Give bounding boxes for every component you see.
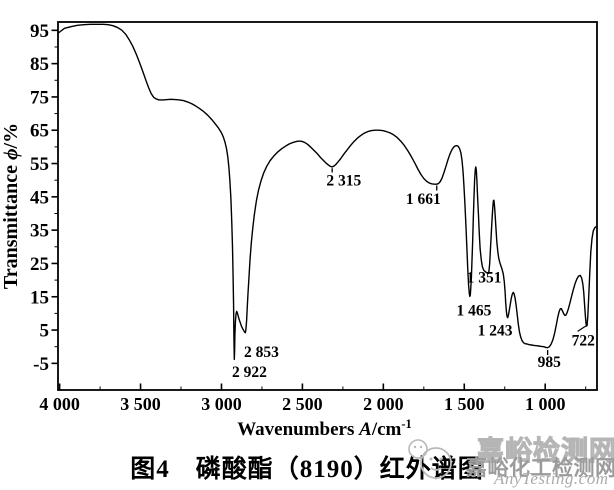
x-tick-label: 2 000 [363,394,404,414]
y-tick-label: 55 [30,154,49,175]
y-tick-label: 85 [30,54,49,75]
x-tick-label: 3 000 [201,394,242,414]
x-tick-label: 1 500 [444,394,485,414]
peak-label: 2 315 [326,173,361,190]
y-tick-label: -5 [33,354,49,375]
x-tick-label: 4 000 [39,394,80,414]
y-tick-label: 5 [40,321,50,342]
spectrum-curve [57,23,598,361]
y-tick-label: 35 [30,221,49,242]
peak-label: 1 661 [406,191,441,208]
peak-label: 722 [572,333,596,350]
y-tick-label: 65 [30,121,49,142]
ir-spectrum-chart: 4 000 3 500 3 000 2 500 2 000 1 500 1 000 95 85 7… [0,21,598,440]
x-tick-label: 3 500 [120,394,161,414]
peak-leader-line [577,324,589,332]
peak-label: 1 351 [467,269,502,286]
plot-border [57,21,598,391]
y-tick-label: 75 [30,87,49,108]
y-tick-label: 45 [30,187,49,208]
peak-label: 1 465 [457,303,492,320]
figure-caption: 图4 磷酸酯（8190）红外谱图 [130,456,484,483]
x-tick-label: 1 000 [525,394,566,414]
x-axis-title: Wavenumbers A/cm-1 [237,417,412,440]
peak-label: 2 853 [244,344,279,361]
peak-label: 1 243 [478,323,513,340]
y-tick-label: 25 [30,254,49,275]
y-tick-label: 15 [30,287,49,308]
peak-label: 985 [538,354,562,371]
y-axis-title: Transmittance ϕ/% [0,123,22,289]
y-tick-label: 95 [30,21,49,42]
x-tick-label: 2 500 [282,394,323,414]
peak-label: 2 922 [232,364,267,381]
